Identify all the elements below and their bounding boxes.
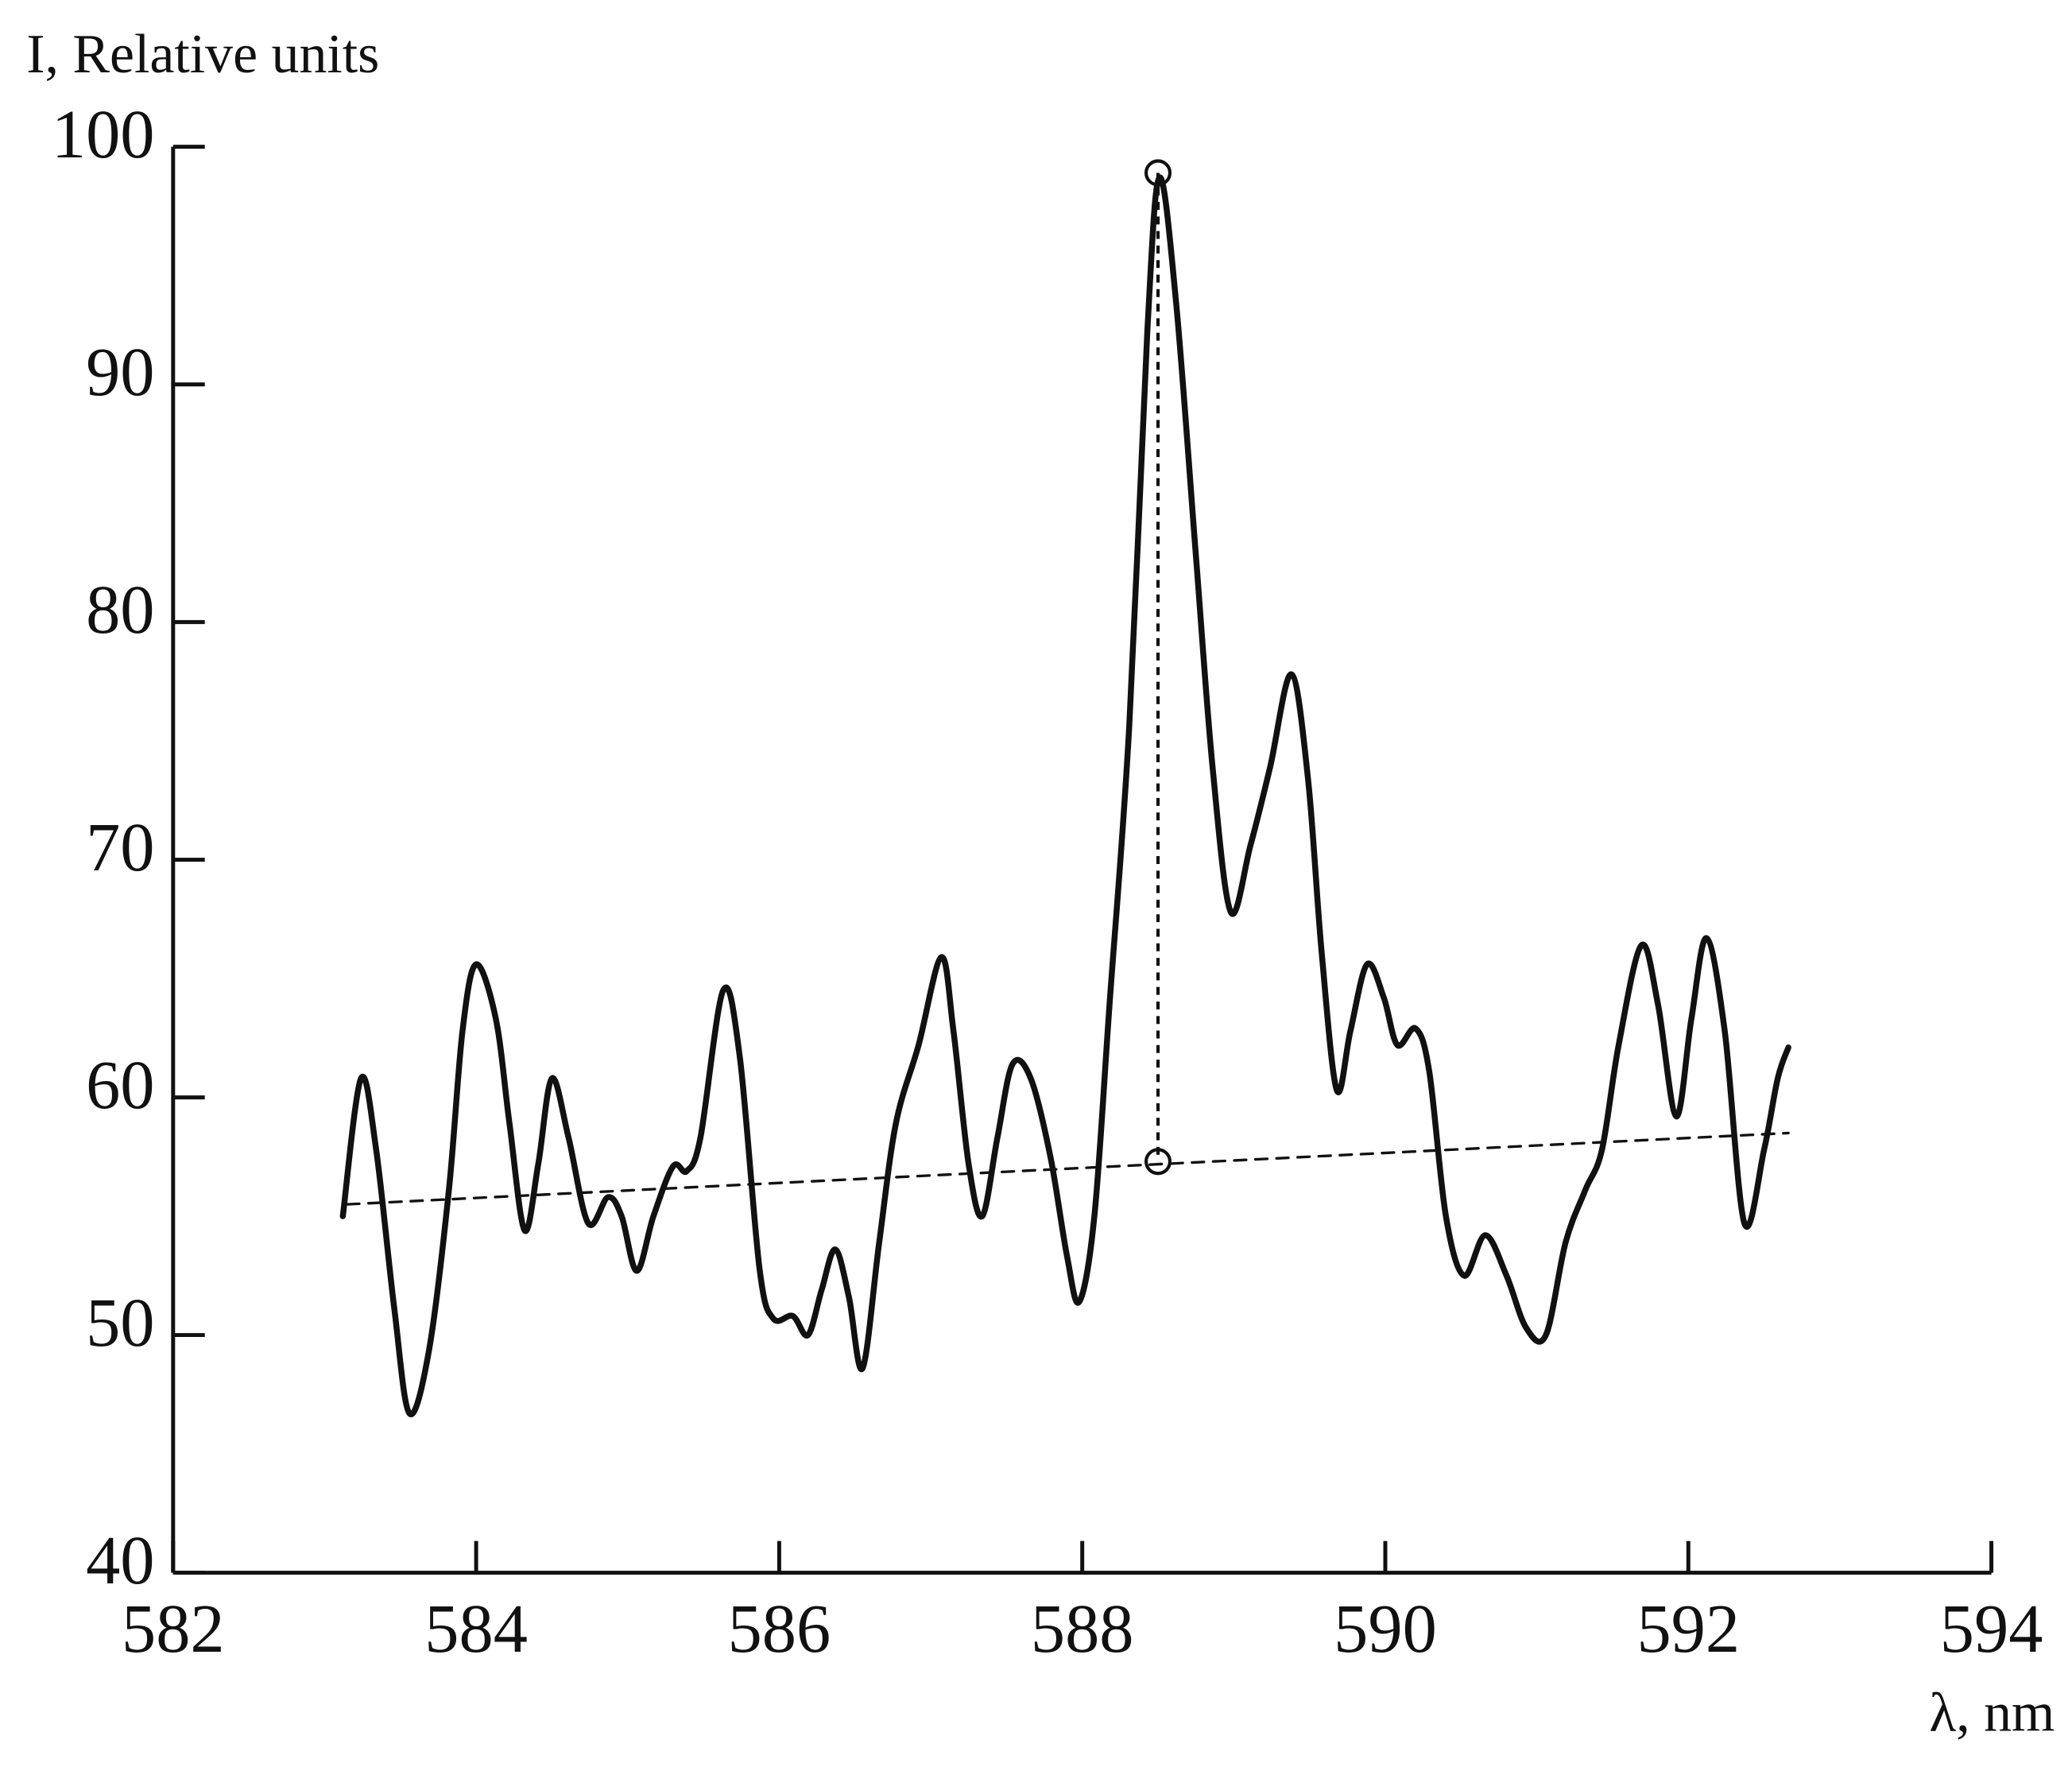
y-tick-label: 60 [86,1047,154,1123]
y-axis-title: I, Relative units [26,24,379,85]
x-tick-label: 592 [1636,1591,1740,1667]
x-tick-label: 582 [122,1591,225,1667]
x-tick-label: 590 [1334,1591,1437,1667]
y-tick-label: 70 [86,809,154,885]
y-tick-label: 40 [86,1522,154,1598]
peak-marker [1144,1148,1172,1176]
x-tick-label: 586 [728,1591,831,1667]
y-tick-label: 80 [86,572,154,648]
y-tick-label: 90 [86,334,154,410]
y-tick-label: 100 [52,96,155,172]
x-tick-label: 594 [1940,1591,2043,1667]
peak-marker [1144,159,1172,187]
x-tick-label: 588 [1031,1591,1134,1667]
x-axis-title: λ, nm [1929,1682,2055,1743]
x-tick-label: 584 [424,1591,528,1667]
y-tick-label: 50 [86,1285,154,1361]
spectrum-line [339,174,1791,1418]
baseline [346,1131,1790,1206]
